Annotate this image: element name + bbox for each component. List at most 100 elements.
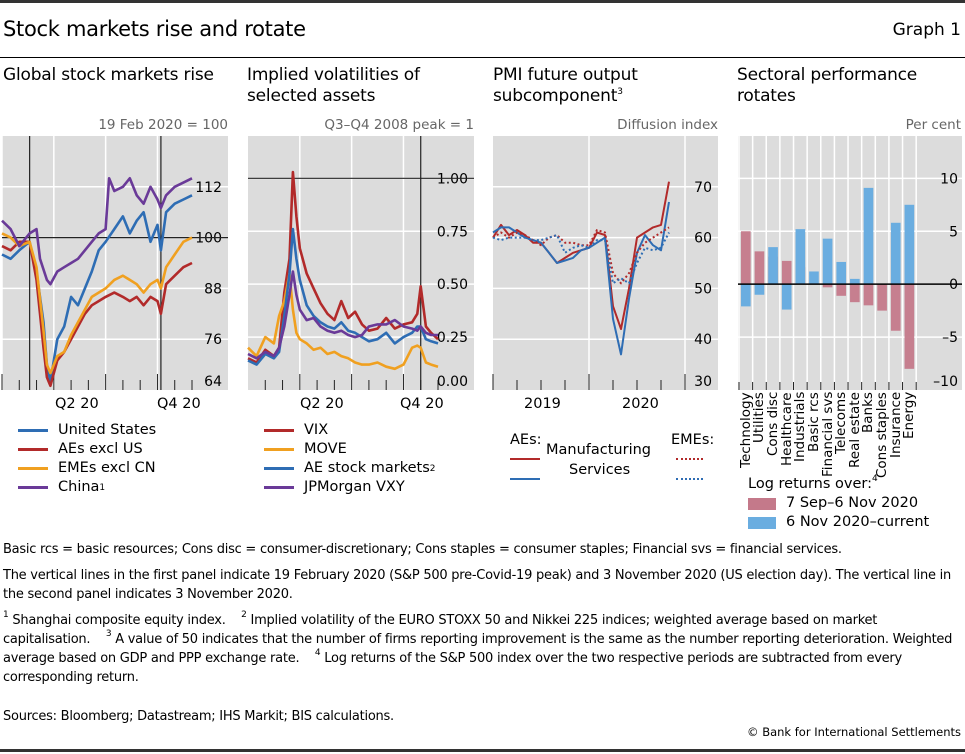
legend-item: China 1 bbox=[18, 478, 156, 497]
footnote-4: Log returns of the S&P 500 index over th… bbox=[3, 651, 902, 685]
panel1-title: Global stock markets rise bbox=[3, 65, 214, 86]
bar-technology-period2 bbox=[741, 284, 751, 307]
panel1-xlabel-q2: Q2 20 bbox=[55, 396, 99, 412]
legend-label: VIX bbox=[304, 422, 329, 438]
panel3-title-line2: subcomponent bbox=[493, 86, 618, 106]
bar-telecoms-period1 bbox=[836, 284, 847, 296]
legend-aes-services-swatch bbox=[510, 478, 540, 480]
panel1-title-text: Global stock markets rise bbox=[3, 65, 214, 85]
y-tick-label: 40 bbox=[694, 332, 712, 348]
series-line-aes-services bbox=[492, 201, 670, 356]
y-tick-label: 30 bbox=[694, 374, 712, 390]
y-tick-label: 10 bbox=[940, 171, 958, 187]
panel3-xlabel-2020: 2020 bbox=[622, 396, 659, 412]
panel3-title: PMI future output subcomponent3 bbox=[493, 65, 638, 107]
panel1-unit: 19 Feb 2020 = 100 bbox=[98, 117, 228, 133]
bar-real-estate-period1 bbox=[850, 284, 860, 303]
y-tick-label: 0.75 bbox=[437, 224, 468, 240]
bar-energy-period1 bbox=[904, 284, 915, 369]
panel3-title-line1: PMI future output bbox=[493, 65, 638, 85]
y-tick-label: 1.00 bbox=[437, 171, 468, 187]
panel2-unit: Q3–Q4 2008 peak = 1 bbox=[324, 117, 474, 133]
panel1-legend: United States AEs excl US EMEs excl CN C… bbox=[18, 421, 156, 497]
legend-swatch bbox=[264, 429, 294, 432]
footnote-1-number: 1 bbox=[3, 610, 9, 620]
top-rule bbox=[0, 0, 965, 3]
panel4-title-line2: rotates bbox=[737, 86, 796, 106]
plot-background bbox=[493, 136, 718, 390]
bar-utilities-period1 bbox=[754, 251, 765, 285]
panel2-xlabel-q2: Q2 20 bbox=[300, 396, 344, 412]
x-category-label: Energy bbox=[901, 392, 918, 440]
legend-label: United States bbox=[58, 422, 157, 438]
legend-swatch bbox=[264, 448, 294, 451]
panel2-legend: VIX MOVE AE stock markets 2 JPMorgan VXY bbox=[264, 421, 436, 497]
footnote-1: Shanghai composite equity index. bbox=[12, 613, 226, 628]
y-tick-label: 76 bbox=[204, 332, 222, 348]
legend-label: China bbox=[58, 479, 100, 495]
legend-swatch bbox=[18, 486, 48, 489]
legend-item: 6 Nov 2020–current bbox=[748, 513, 929, 532]
legend-swatch bbox=[18, 467, 48, 470]
bar-real-estate-period2 bbox=[850, 278, 860, 285]
y-tick-label: 0.25 bbox=[437, 330, 468, 346]
graph-title: Stock markets rise and rotate bbox=[3, 17, 306, 41]
series-line-china bbox=[1, 176, 193, 286]
y-tick-label: 0.00 bbox=[437, 374, 468, 390]
legend-aes-label: AEs: bbox=[510, 432, 542, 448]
panel2-xlabel-q4: Q4 20 bbox=[400, 396, 444, 412]
panel2-title-line2: selected assets bbox=[247, 86, 376, 106]
panel2-svg: 1.00 0.75 0.50 0.25 0.00 bbox=[247, 136, 474, 390]
bar-insurance-period1 bbox=[890, 284, 901, 331]
legend-item: AEs excl US bbox=[18, 440, 156, 459]
title-rule bbox=[0, 57, 965, 58]
bar-cons-disc-period2 bbox=[768, 247, 778, 285]
legend-title-text: Log returns over: bbox=[748, 476, 872, 492]
panel3-title-footnote: 3 bbox=[617, 87, 623, 97]
legend-title-footnote: 4 bbox=[871, 474, 878, 484]
legend-label: MOVE bbox=[304, 441, 347, 457]
bar-insurance-period2 bbox=[890, 222, 901, 285]
panel4-title-line1: Sectoral performance bbox=[737, 65, 918, 85]
footnotes: 1 Shanghai composite equity index. 2 Imp… bbox=[3, 611, 961, 687]
panel3-svg: 70 60 50 40 30 bbox=[492, 136, 718, 390]
note-abbreviations: Basic rcs = basic resources; Cons disc =… bbox=[3, 542, 842, 557]
panel1-chart: 112 100 88 76 64 bbox=[1, 136, 228, 390]
legend-aes-manufacturing-swatch bbox=[510, 458, 540, 460]
legend-item: VIX bbox=[264, 421, 436, 440]
y-tick-label: 70 bbox=[694, 180, 712, 196]
legend-label: 6 Nov 2020–current bbox=[786, 514, 930, 530]
bar-financial-svs-period1 bbox=[822, 284, 833, 288]
legend-title: Log returns over:4 bbox=[748, 475, 929, 494]
footnote-3: A value of 50 indicates that the number … bbox=[3, 632, 953, 666]
bar-healthcare-period1 bbox=[781, 260, 792, 285]
bar-banks-period1 bbox=[863, 284, 874, 306]
legend-item: MOVE bbox=[264, 440, 436, 459]
series-line-jpmorgan-vxy bbox=[247, 270, 438, 360]
series-line-ae-stock-markets bbox=[247, 227, 439, 366]
sources: Sources: Bloomberg; Datastream; IHS Mark… bbox=[3, 709, 394, 724]
legend-swatch bbox=[18, 429, 48, 432]
legend-label: AE stock markets bbox=[304, 460, 430, 476]
panel2-chart: 1.00 0.75 0.50 0.25 0.00 bbox=[247, 136, 474, 390]
legend-label: AEs excl US bbox=[58, 441, 143, 457]
series-line-emes-excl-cn bbox=[1, 232, 193, 375]
bar-telecoms-period2 bbox=[836, 261, 847, 285]
y-tick-label: 0 bbox=[949, 277, 958, 293]
legend-emes-label: EMEs: bbox=[671, 432, 715, 448]
panel4-chart: 10 5 0 –5 –10 bbox=[738, 136, 962, 390]
note-vertical-lines: The vertical lines in the first panel in… bbox=[3, 568, 952, 602]
legend-swatch bbox=[264, 467, 294, 470]
y-tick-label: –10 bbox=[933, 374, 958, 390]
legend-swatch bbox=[18, 448, 48, 451]
panel4-legend: Log returns over:4 7 Sep–6 Nov 2020 6 No… bbox=[748, 475, 929, 532]
y-tick-label: –5 bbox=[942, 330, 958, 346]
series-line-aes-excl-us bbox=[1, 240, 193, 388]
footnote-3-number: 3 bbox=[105, 629, 112, 639]
bottom-rule bbox=[0, 749, 965, 752]
legend-emes-manufacturing-swatch bbox=[676, 458, 703, 460]
y-tick-label: 50 bbox=[694, 281, 712, 297]
bar-basic-rcs-period2 bbox=[809, 271, 819, 285]
y-tick-label: 112 bbox=[195, 180, 222, 196]
y-tick-label: 100 bbox=[195, 231, 222, 247]
